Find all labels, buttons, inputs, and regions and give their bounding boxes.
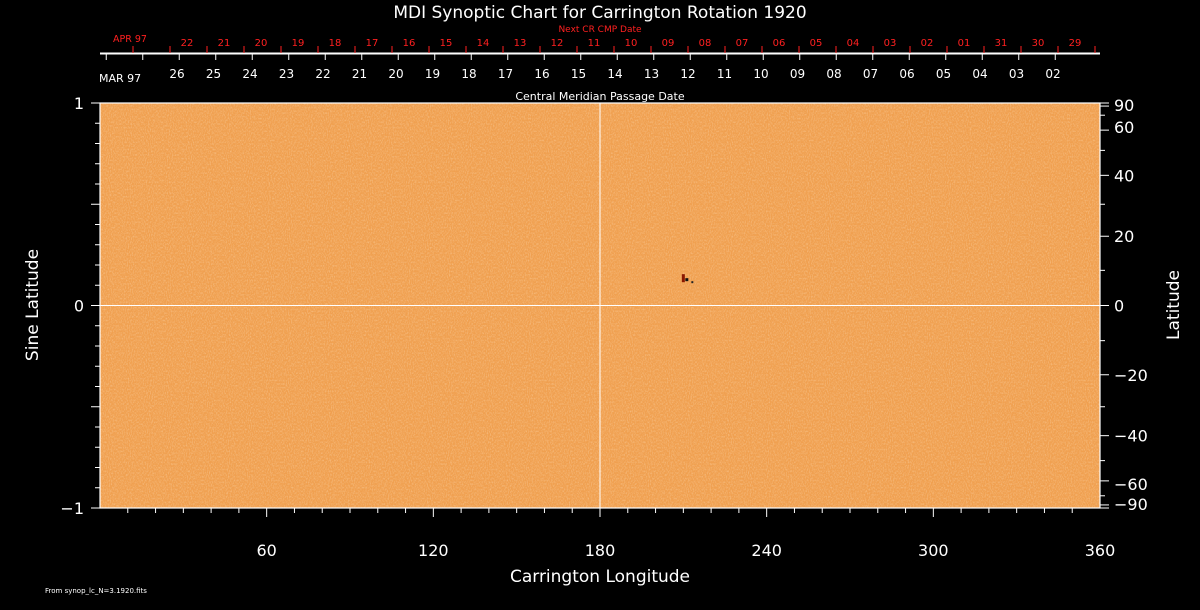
y-right-tick-label: 40 <box>1114 166 1134 185</box>
next-day-label: 21 <box>218 38 231 49</box>
cmp-day-label: 24 <box>242 67 257 81</box>
y-left-tick-label: −1 <box>60 499 84 518</box>
next-day-label: 03 <box>884 38 897 49</box>
cmp-day-label: 05 <box>936 67 951 81</box>
next-day-label: 12 <box>551 38 564 49</box>
cmp-day-label: 23 <box>279 67 294 81</box>
y-left-tick-label: 0 <box>74 297 84 316</box>
y-right-tick-label: 0 <box>1114 297 1124 316</box>
cmp-day-label: 10 <box>753 67 768 81</box>
cmp-day-label: 02 <box>1045 67 1060 81</box>
cmp-day-label: 14 <box>607 67 622 81</box>
x-tick-label: 360 <box>1085 541 1116 560</box>
cmp-day-label: 07 <box>863 67 878 81</box>
next-day-label: 04 <box>847 38 860 49</box>
next-day-label: 16 <box>403 38 416 49</box>
y-right-tick-label: 90 <box>1114 96 1134 115</box>
cmp-day-label: 03 <box>1009 67 1024 81</box>
next-day-label: 05 <box>810 38 823 49</box>
next-day-label: 31 <box>995 38 1008 49</box>
next-day-label: 08 <box>699 38 712 49</box>
next-day-label: 19 <box>292 38 305 49</box>
cmp-day-label: 18 <box>461 67 476 81</box>
footer-source: From synop_lc_N=3.1920.fits <box>45 587 147 595</box>
next-day-label: 17 <box>366 38 379 49</box>
cmp-day-label: 19 <box>425 67 440 81</box>
y-left-tick-label: 1 <box>74 94 84 113</box>
cmp-day-label: 13 <box>644 67 659 81</box>
y-right-tick-label: −20 <box>1114 366 1148 385</box>
next-day-label: 29 <box>1069 38 1082 49</box>
x-axis-label: Carrington Longitude <box>510 567 690 587</box>
next-day-label: 15 <box>440 38 453 49</box>
y-right-axis-ticks: 90 60 40 20 0 −20 −40 −60−90 <box>1100 96 1148 514</box>
x-tick-label: 120 <box>418 541 449 560</box>
y-right-tick-label: −90 <box>1114 495 1148 514</box>
x-tick-label: 180 <box>585 541 616 560</box>
next-day-label: 20 <box>255 38 268 49</box>
cmp-day-label: 16 <box>534 67 549 81</box>
top-axis-label: Central Meridian Passage Date <box>515 90 684 103</box>
next-day-label: 18 <box>329 38 342 49</box>
next-cmp-date-axis: 22 21 20 19 18 17 16 15 14 13 12 11 10 09 08 07 06 05 04 03… <box>100 38 1100 54</box>
feature-spot <box>691 281 694 284</box>
grid-lines <box>100 103 1100 508</box>
y-left-axis-ticks: 1 0 −1 <box>60 94 100 518</box>
cmp-day-label: 25 <box>206 67 221 81</box>
y-right-axis-label: Latitude <box>1164 270 1184 340</box>
next-day-label: 11 <box>588 38 601 49</box>
next-day-label: 30 <box>1032 38 1045 49</box>
cmp-day-label: 21 <box>352 67 367 81</box>
y-right-tick-label: −60 <box>1114 475 1148 494</box>
cmp-day-label: 04 <box>972 67 987 81</box>
x-axis-ticks: 60 120 180 240 300 360 <box>127 508 1116 560</box>
next-axis-label: Next CR CMP Date <box>558 25 642 35</box>
magnetic-features <box>681 274 694 284</box>
next-day-label: 22 <box>181 38 194 49</box>
x-tick-label: 300 <box>918 541 949 560</box>
synoptic-map <box>100 103 1100 508</box>
next-axis-month: APR 97 <box>113 34 147 45</box>
cmp-day-label: 11 <box>717 67 732 81</box>
y-right-tick-label: 20 <box>1114 227 1134 246</box>
next-day-label: 01 <box>958 38 971 49</box>
feature-negative-polarity <box>681 274 685 283</box>
top-axis-month: MAR 97 <box>99 72 141 85</box>
next-day-label: 13 <box>514 38 527 49</box>
cmp-day-label: 26 <box>169 67 184 81</box>
next-day-label: 09 <box>662 38 675 49</box>
x-tick-label: 240 <box>751 541 782 560</box>
y-right-tick-label: 60 <box>1114 118 1134 137</box>
next-day-label: 10 <box>625 38 638 49</box>
y-left-axis-label: Sine Latitude <box>23 249 43 361</box>
chart-title: MDI Synoptic Chart for Carrington Rotati… <box>393 3 806 23</box>
next-day-label: 07 <box>736 38 749 49</box>
next-day-label: 06 <box>773 38 786 49</box>
cmp-day-label: 22 <box>315 67 330 81</box>
cmp-day-label: 06 <box>899 67 914 81</box>
feature-positive-polarity <box>685 278 689 282</box>
cmp-day-label: 20 <box>388 67 403 81</box>
cmp-day-label: 15 <box>571 67 586 81</box>
cmp-day-label: 12 <box>680 67 695 81</box>
x-tick-label: 60 <box>256 541 276 560</box>
next-day-label: 14 <box>477 38 490 49</box>
cmp-day-label: 08 <box>826 67 841 81</box>
cmp-day-label: 17 <box>498 67 513 81</box>
cmp-date-axis: 26 25 24 23 22 21 20 19 18 17 16 15 14 13 12 11 10 09 08 07… <box>100 53 1100 81</box>
cmp-day-label: 09 <box>790 67 805 81</box>
next-day-label: 02 <box>921 38 934 49</box>
y-right-tick-label: −40 <box>1114 427 1148 446</box>
